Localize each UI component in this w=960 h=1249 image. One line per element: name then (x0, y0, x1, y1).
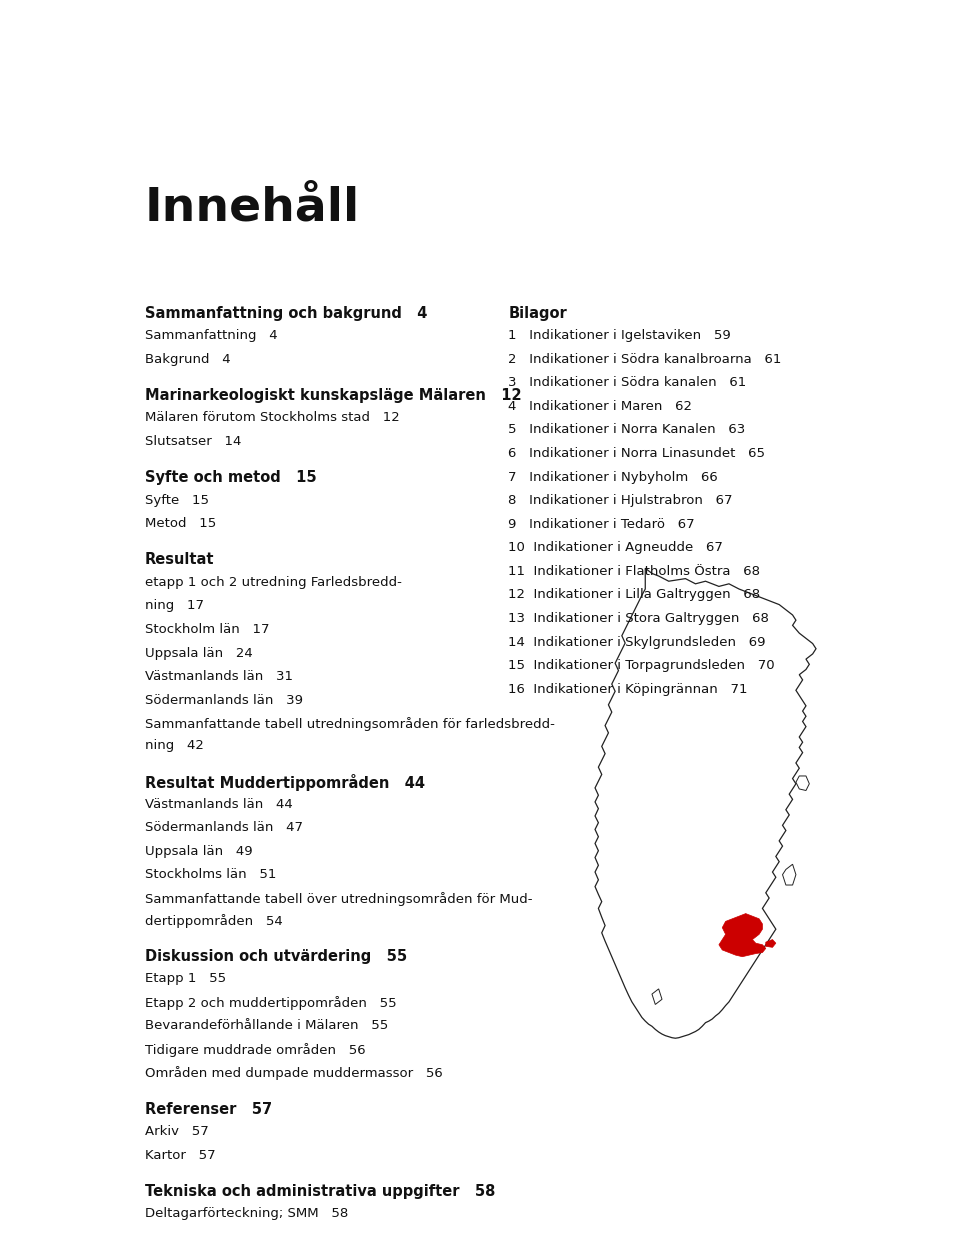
Text: Diskussion och utvärdering   55: Diskussion och utvärdering 55 (145, 949, 407, 964)
Text: Innehåll: Innehåll (145, 185, 360, 231)
Polygon shape (766, 939, 776, 947)
Text: Uppsala län   49: Uppsala län 49 (145, 844, 252, 858)
Text: Resultat Muddertippområden   44: Resultat Muddertippområden 44 (145, 774, 424, 791)
Text: Etapp 2 och muddertippområden   55: Etapp 2 och muddertippområden 55 (145, 995, 396, 1009)
Text: Bevarandeförhållande i Mälaren   55: Bevarandeförhållande i Mälaren 55 (145, 1019, 388, 1033)
Text: 14  Indikationer i Skylgrundsleden   69: 14 Indikationer i Skylgrundsleden 69 (509, 636, 766, 648)
Text: Stockholm län   17: Stockholm län 17 (145, 623, 269, 636)
Text: Metod   15: Metod 15 (145, 517, 216, 531)
Text: Referenser   57: Referenser 57 (145, 1102, 272, 1117)
Text: 13  Indikationer i Stora Galtryggen   68: 13 Indikationer i Stora Galtryggen 68 (509, 612, 769, 624)
Text: dertippområden   54: dertippområden 54 (145, 913, 282, 928)
Text: Sammanfattande tabell över utredningsområden för Mud-: Sammanfattande tabell över utredningsomr… (145, 892, 532, 906)
Text: Slutsatser   14: Slutsatser 14 (145, 435, 241, 448)
Text: Uppsala län   24: Uppsala län 24 (145, 647, 252, 659)
Text: 5   Indikationer i Norra Kanalen   63: 5 Indikationer i Norra Kanalen 63 (509, 423, 746, 436)
Text: ning   17: ning 17 (145, 600, 204, 612)
Text: Sammanfattande tabell utredningsområden för farledsbredd-: Sammanfattande tabell utredningsområden … (145, 717, 555, 731)
Text: 9   Indikationer i Tedarö   67: 9 Indikationer i Tedarö 67 (509, 518, 695, 531)
Text: 16  Indikationer i Köpingrännan   71: 16 Indikationer i Köpingrännan 71 (509, 683, 748, 696)
Text: Sammanfattning   4: Sammanfattning 4 (145, 330, 277, 342)
Text: Tidigare muddrade områden   56: Tidigare muddrade områden 56 (145, 1043, 365, 1057)
Text: Södermanlands län   39: Södermanlands län 39 (145, 693, 302, 707)
Text: Västmanlands län   31: Västmanlands län 31 (145, 671, 293, 683)
Text: Deltagarförteckning; SMM   58: Deltagarförteckning; SMM 58 (145, 1208, 348, 1220)
Text: 6   Indikationer i Norra Linasundet   65: 6 Indikationer i Norra Linasundet 65 (509, 447, 765, 460)
Text: Bakgrund   4: Bakgrund 4 (145, 352, 230, 366)
Text: Etapp 1   55: Etapp 1 55 (145, 972, 226, 985)
Text: Södermanlands län   47: Södermanlands län 47 (145, 821, 302, 834)
Text: 11  Indikationer i Flatholms Östra   68: 11 Indikationer i Flatholms Östra 68 (509, 565, 760, 578)
Text: Kartor   57: Kartor 57 (145, 1149, 215, 1162)
Text: 10  Indikationer i Agneudde   67: 10 Indikationer i Agneudde 67 (509, 541, 723, 555)
Text: 15  Indikationer i Torpagrundsleden   70: 15 Indikationer i Torpagrundsleden 70 (509, 659, 775, 672)
Text: Syfte   15: Syfte 15 (145, 493, 208, 507)
Text: Sammanfattning och bakgrund   4: Sammanfattning och bakgrund 4 (145, 306, 427, 321)
Text: 2   Indikationer i Södra kanalbroarna   61: 2 Indikationer i Södra kanalbroarna 61 (509, 352, 781, 366)
Text: Mälaren förutom Stockholms stad   12: Mälaren förutom Stockholms stad 12 (145, 411, 399, 425)
Text: Områden med dumpade muddermassor   56: Områden med dumpade muddermassor 56 (145, 1067, 443, 1080)
Polygon shape (796, 776, 809, 791)
Text: 7   Indikationer i Nybyholm   66: 7 Indikationer i Nybyholm 66 (509, 471, 718, 483)
Text: 4   Indikationer i Maren   62: 4 Indikationer i Maren 62 (509, 400, 692, 413)
Text: Marinarkeologiskt kunskapsläge Mälaren   12: Marinarkeologiskt kunskapsläge Mälaren 1… (145, 388, 521, 403)
Text: 1   Indikationer i Igelstaviken   59: 1 Indikationer i Igelstaviken 59 (509, 330, 732, 342)
Text: 8   Indikationer i Hjulstrabron   67: 8 Indikationer i Hjulstrabron 67 (509, 495, 732, 507)
Text: Syfte och metod   15: Syfte och metod 15 (145, 470, 316, 485)
Polygon shape (595, 568, 816, 1038)
Text: 3   Indikationer i Södra kanalen   61: 3 Indikationer i Södra kanalen 61 (509, 376, 747, 390)
Polygon shape (652, 989, 662, 1004)
Text: Tekniska och administrativa uppgifter   58: Tekniska och administrativa uppgifter 58 (145, 1184, 495, 1199)
Text: Västmanlands län   44: Västmanlands län 44 (145, 798, 292, 811)
Polygon shape (719, 913, 766, 957)
Polygon shape (782, 864, 796, 886)
Text: Bilagor: Bilagor (509, 306, 567, 321)
Text: etapp 1 och 2 utredning Farledsbredd-: etapp 1 och 2 utredning Farledsbredd- (145, 576, 401, 590)
Text: ning   42: ning 42 (145, 739, 204, 752)
Text: 12  Indikationer i Lilla Galtryggen   68: 12 Indikationer i Lilla Galtryggen 68 (509, 588, 760, 602)
Text: Resultat: Resultat (145, 552, 214, 567)
Text: Arkiv   57: Arkiv 57 (145, 1125, 208, 1138)
Text: Stockholms län   51: Stockholms län 51 (145, 868, 276, 882)
